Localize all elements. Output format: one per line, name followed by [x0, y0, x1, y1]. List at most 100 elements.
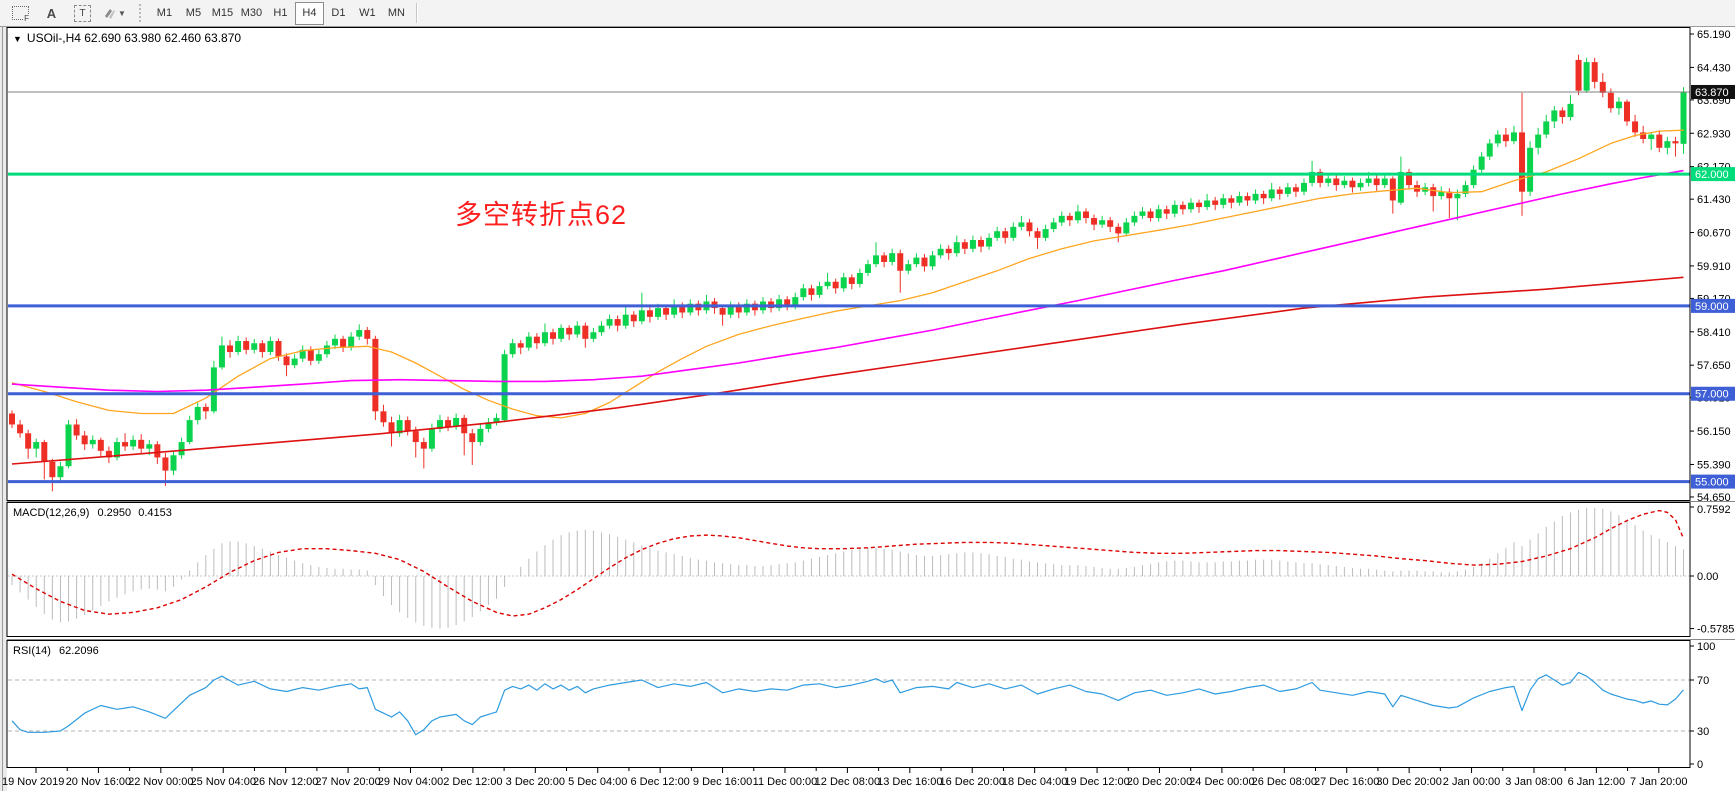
candle-down: [582, 325, 589, 339]
candle-down: [372, 338, 379, 412]
candle-down: [73, 424, 80, 436]
price-tick-label: 65.190: [1697, 29, 1731, 41]
price-tick-label: 56.150: [1697, 426, 1731, 438]
candle-up: [291, 358, 298, 366]
candle-up: [332, 338, 338, 346]
timeframe-button-mn[interactable]: MN: [387, 7, 405, 19]
candle-up: [929, 255, 936, 267]
timeframe-button-m5[interactable]: M5: [185, 7, 202, 19]
candle-down: [9, 413, 15, 425]
price-tick-label: 59.910: [1697, 261, 1731, 273]
candle-up: [1010, 226, 1017, 238]
candle-up: [816, 286, 823, 295]
candle-up: [453, 417, 460, 427]
rsi-tick-label: 100: [1697, 641, 1715, 653]
text-box-tool-button[interactable]: T: [68, 1, 97, 25]
horizontal-levels-group[interactable]: [8, 91, 1690, 484]
candle-down: [614, 319, 621, 326]
candle-up: [1397, 171, 1404, 203]
candle-up: [1171, 204, 1178, 214]
time-axis-label: 26 Dec 08:00: [1252, 776, 1317, 788]
color-styles-tool-button[interactable]: ▼: [99, 1, 129, 25]
candle-up: [1050, 222, 1057, 230]
paint-brush-icon: [105, 9, 115, 19]
candle-up: [33, 442, 40, 449]
toolbar-drag-handle[interactable]: [138, 4, 143, 22]
candle-up: [1341, 180, 1348, 186]
timeframe-button-m15[interactable]: M15: [211, 7, 234, 19]
macd-name: MACD(12,26,9): [13, 507, 90, 519]
price-tick-label: 60.670: [1697, 228, 1731, 240]
time-axis-label: 30 Dec 20:00: [1376, 776, 1441, 788]
time-axis-label: 26 Nov 12:00: [253, 776, 318, 788]
level-price-box-label: 59.000: [1695, 301, 1729, 313]
time-axis-label: 25 Nov 04:00: [191, 776, 256, 788]
candle-down: [1276, 189, 1283, 194]
candle-down: [364, 330, 371, 339]
candle-down: [1244, 196, 1251, 201]
level-price-box-label: 63.870: [1695, 87, 1729, 99]
toolbar: F A T ▼ M1 M5 M15 M30 H1 H4 D1 W1 MN: [0, 0, 1735, 27]
timeframe-button-h1[interactable]: H1: [273, 7, 288, 19]
rsi-label: RSI(14) 62.2096: [13, 645, 99, 657]
candle-up: [1470, 169, 1477, 186]
candle-down: [388, 422, 395, 434]
candle-up: [477, 428, 484, 443]
candle-down: [1333, 178, 1340, 186]
time-axis-label: 22 Nov 00:00: [128, 776, 193, 788]
candle-up: [428, 428, 435, 449]
candle-down: [1575, 59, 1582, 91]
candle-up: [1252, 193, 1259, 201]
macd-tick-label: 0.00: [1697, 571, 1718, 583]
candle-up: [1131, 215, 1138, 223]
candle-up: [356, 330, 363, 337]
candle-down: [1349, 180, 1356, 188]
candle-down: [105, 450, 112, 458]
level-price-box: [1691, 474, 1735, 489]
chart-annotation-text[interactable]: 多空转折点62: [455, 200, 628, 230]
text-box-icon: T: [74, 4, 91, 22]
level-price-box-label: 57.000: [1695, 389, 1729, 401]
candle-up: [598, 325, 605, 333]
panel-borders: [6, 27, 1735, 768]
candle-up: [1478, 156, 1485, 170]
candle-up: [655, 308, 661, 317]
candle-down: [978, 240, 984, 247]
candles-group: [9, 54, 1687, 492]
timeframe-button-w1[interactable]: W1: [359, 7, 376, 19]
candle-up: [194, 406, 201, 421]
mid-ma-magenta: [11, 169, 1684, 393]
candle-up: [509, 343, 516, 355]
candle-up: [1099, 220, 1106, 225]
macd-axis: 0.7592 0.00 -0.5785: [1690, 504, 1734, 636]
candle-down: [41, 442, 48, 462]
candle-up: [218, 345, 225, 368]
timeframe-button-h4[interactable]: H4: [294, 1, 324, 25]
candle-up: [864, 264, 871, 273]
timeframe-button-d1[interactable]: D1: [331, 7, 346, 19]
symbol-collapse-icon[interactable]: ▼: [13, 34, 22, 44]
time-axis-label: 19 Dec 12:00: [1064, 776, 1129, 788]
candle-up: [574, 325, 581, 335]
candle-up: [1284, 187, 1291, 194]
macd-signal-line: [11, 509, 1685, 617]
chart-grid-f-tool-button[interactable]: F: [6, 1, 35, 25]
candle-down: [1519, 132, 1526, 192]
candle-down: [1502, 134, 1509, 142]
slow-ma-red: [11, 276, 1684, 465]
candle-down: [49, 461, 56, 478]
timeframe-button-m30[interactable]: M30: [240, 7, 263, 19]
candle-up: [299, 349, 306, 359]
candle-down: [404, 420, 411, 432]
candle-down: [945, 248, 952, 254]
candle-up: [986, 237, 993, 247]
timeframe-button-m1[interactable]: M1: [156, 7, 173, 19]
chart-canvas[interactable]: 65.19064.43063.69062.93062.17061.43060.6…: [0, 27, 1735, 791]
rsi-name: RSI(14): [13, 645, 51, 657]
time-axis-label: 19 Nov 2019: [2, 776, 64, 788]
candle-up: [113, 442, 120, 458]
candle-down: [663, 308, 670, 315]
price-axis: 65.19064.43063.69062.93062.17061.43060.6…: [1690, 29, 1735, 504]
text-annotation-tool-button[interactable]: A: [37, 1, 66, 25]
